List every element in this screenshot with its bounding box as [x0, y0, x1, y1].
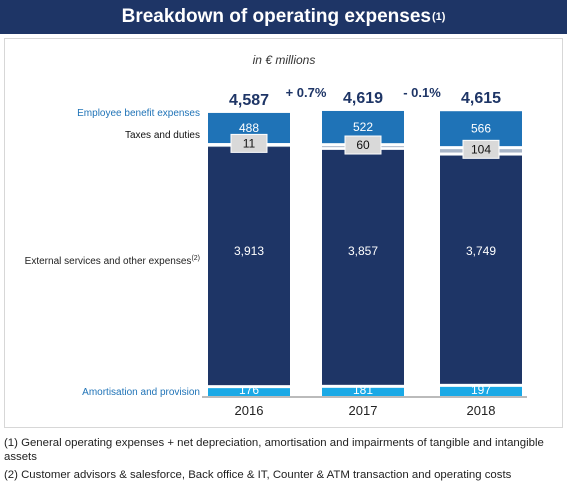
data-label: 176: [239, 383, 259, 397]
bar-segment: [440, 155, 522, 384]
bar-total-label: 4,587: [229, 92, 269, 109]
legend-label-text: External services and other expenses: [25, 256, 192, 267]
data-label: 522: [353, 120, 373, 134]
data-label: 566: [471, 122, 491, 136]
legend-label: Employee benefit expenses: [77, 108, 200, 119]
data-label-box: [344, 135, 382, 155]
footnote-2: (2) Customer advisors & salesforce, Back…: [4, 469, 512, 481]
legend-label-text: Employee benefit expenses: [77, 108, 200, 119]
chart-panel: in € millions 176 3,913 11 488 181 3,857 60 522 1…: [4, 38, 563, 428]
change-label: - 0.1%: [403, 85, 441, 100]
data-label-box: [462, 139, 500, 159]
data-label: 104: [471, 142, 491, 156]
data-label: 488: [239, 121, 259, 135]
data-label: 11: [243, 136, 256, 150]
bar-total-label: 4,615: [461, 90, 501, 107]
bar-segment: [322, 387, 404, 396]
data-label: 181: [353, 383, 373, 397]
x-tick-label: 2016: [235, 403, 264, 418]
footnote-1: (1) General operating expenses + net dep…: [4, 437, 544, 463]
data-label: 60: [356, 138, 370, 152]
data-label: 197: [471, 383, 491, 397]
data-label: 3,913: [234, 244, 264, 258]
chart-title-text: Breakdown of operating expenses: [121, 6, 431, 27]
bar-segment: [440, 386, 522, 396]
bar-total-label: 4,619: [343, 90, 383, 107]
data-label: 3,749: [466, 244, 496, 258]
x-tick-label: 2017: [349, 403, 378, 418]
legend-label: External services and other expenses(2): [25, 255, 200, 267]
chart-title-note-ref: (1): [431, 11, 446, 23]
legend-label: Amortisation and provision: [82, 387, 200, 398]
change-label: + 0.7%: [286, 85, 327, 100]
legend-label-text: Amortisation and provision: [82, 387, 200, 398]
bar-segment: [208, 388, 290, 396]
legend-note-ref: (2): [191, 255, 200, 262]
chart-title: Breakdown of operating expenses (1): [0, 0, 567, 34]
chart-subtitle: in € millions: [253, 53, 316, 67]
legend-label-text: Taxes and duties: [125, 130, 200, 141]
bar-segment: [322, 149, 404, 385]
legend-label: Taxes and duties: [125, 130, 200, 141]
data-label-box: [230, 133, 268, 153]
x-tick-label: 2018: [467, 403, 496, 418]
bar-segment: [208, 146, 290, 386]
data-label: 3,857: [348, 244, 378, 258]
